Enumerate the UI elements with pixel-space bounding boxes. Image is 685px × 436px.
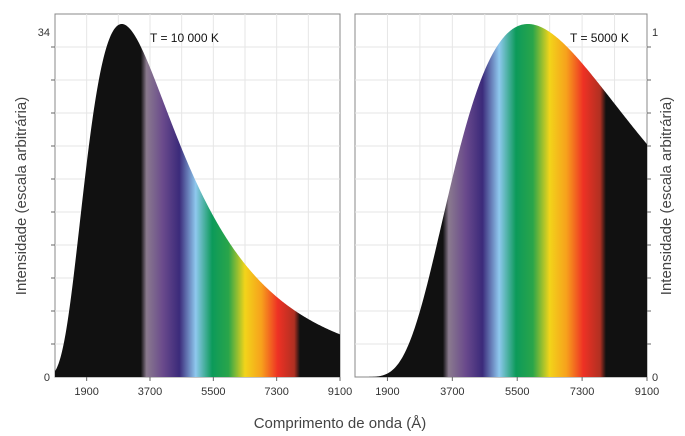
- panel-left: 1900 3700 5500 7300 9100 0 34 T = 10 000 K: [38, 13, 352, 398]
- x-tick-label: 5500: [201, 386, 225, 398]
- x-tick-label: 7300: [570, 386, 594, 398]
- y-tick-label: 0: [652, 372, 658, 384]
- x-tick-label: 7300: [264, 386, 288, 398]
- annotation-right: T = 5000 K: [570, 31, 629, 45]
- y-axis-label-right: Intensidade (escala arbitrária): [658, 97, 675, 295]
- x-axis-label: Comprimento de onda (Å): [254, 415, 427, 432]
- y-tick-label: 34: [38, 27, 50, 39]
- annotation-left: T = 10 000 K: [150, 31, 219, 45]
- x-tick-label: 9100: [328, 386, 352, 398]
- x-tick-label: 1900: [375, 386, 399, 398]
- x-tick-label: 1900: [74, 386, 98, 398]
- spectrum-curve-right: [355, 24, 647, 377]
- spectrum-curve-left: [55, 24, 340, 377]
- panel-right: 1900 3700 5500 7300 9100 0 1 T = 5000 K: [354, 13, 659, 398]
- ticks-left: 1900 3700 5500 7300 9100 0 34: [38, 27, 352, 398]
- y-tick-label: 1: [652, 27, 658, 39]
- x-tick-label: 9100: [635, 386, 659, 398]
- ticks-right: 1900 3700 5500 7300 9100 0 1: [375, 27, 659, 398]
- y-axis-label-left: Intensidade (escala arbitrária): [13, 97, 30, 295]
- y-tick-label: 0: [44, 372, 50, 384]
- x-tick-label: 3700: [138, 386, 162, 398]
- x-tick-label: 3700: [440, 386, 464, 398]
- x-tick-label: 5500: [505, 386, 529, 398]
